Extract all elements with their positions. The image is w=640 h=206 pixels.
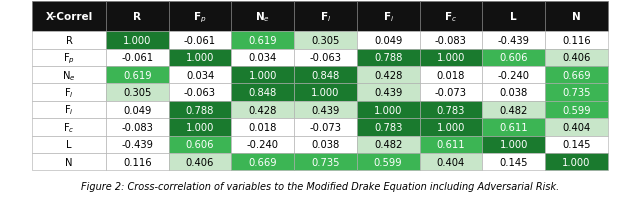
Text: Figure 2: Cross-correlation of variables to the Modified Drake Equation includin: Figure 2: Cross-correlation of variables… [81,181,559,191]
